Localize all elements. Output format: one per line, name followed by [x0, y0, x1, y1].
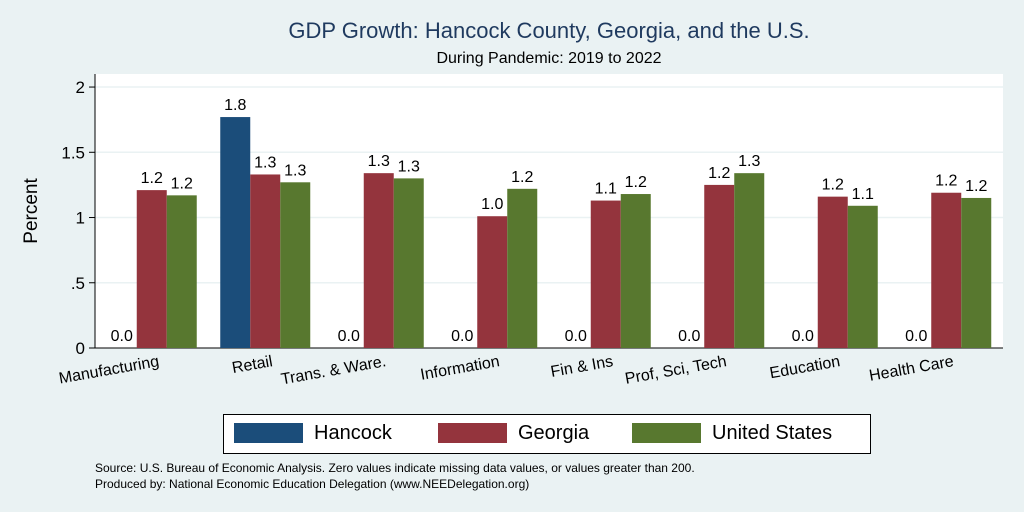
x-tick-label: Prof, Sci, Tech: [624, 353, 728, 388]
y-tick-label: 1: [76, 209, 85, 228]
chart-subtitle: During Pandemic: 2019 to 2022: [436, 50, 662, 67]
data-label-hancock-prof-sci-tech: 0.0: [678, 328, 700, 345]
x-tick-label: Education: [768, 353, 841, 382]
data-label-united-states-trans-ware: 1.3: [398, 158, 420, 175]
data-label-hancock-trans-ware: 0.0: [338, 328, 360, 345]
legend-swatch-georgia: [438, 423, 507, 443]
legend-label-georgia: Georgia: [518, 422, 590, 444]
data-label-hancock-manufacturing: 0.0: [111, 328, 133, 345]
data-label-georgia-health-care: 1.2: [935, 173, 957, 190]
bar-georgia-fin-ins: [590, 200, 621, 348]
data-label-georgia-fin-ins: 1.1: [595, 181, 617, 198]
chart-title: GDP Growth: Hancock County, Georgia, and…: [288, 18, 810, 43]
bar-georgia-prof-sci-tech: [704, 184, 735, 348]
data-label-georgia-retail: 1.3: [254, 154, 276, 171]
data-label-united-states-fin-ins: 1.2: [625, 174, 647, 191]
bar-georgia-health-care: [931, 192, 962, 348]
y-tick-label: 0: [76, 339, 85, 358]
y-tick-label: 2: [76, 78, 85, 97]
x-tick-label: Manufacturing: [58, 353, 161, 387]
data-label-united-states-prof-sci-tech: 1.3: [738, 153, 760, 170]
y-tick-label: 1.5: [61, 143, 85, 162]
produced-by-note: Produced by: National Economic Education…: [95, 477, 530, 491]
x-tick-label: Retail: [231, 353, 274, 377]
y-axis-label: Percent: [21, 178, 42, 244]
source-note: Source: U.S. Bureau of Economic Analysis…: [95, 461, 695, 475]
bar-georgia-trans-ware: [363, 173, 394, 348]
legend-label-hancock: Hancock: [314, 422, 392, 444]
bar-hancock-retail: [220, 117, 251, 348]
bar-united-states-education: [847, 205, 878, 348]
x-tick-label: Trans. & Ware.: [280, 353, 388, 388]
data-label-united-states-information: 1.2: [511, 169, 533, 186]
bar-georgia-manufacturing: [136, 190, 167, 348]
legend-swatch-united-states: [632, 423, 701, 443]
legend-swatch-hancock: [234, 423, 303, 443]
bar-united-states-information: [507, 188, 538, 348]
bar-georgia-retail: [250, 174, 281, 348]
data-label-hancock-education: 0.0: [792, 328, 814, 345]
data-label-hancock-information: 0.0: [451, 328, 473, 345]
data-label-georgia-information: 1.0: [481, 196, 503, 213]
x-tick-label: Information: [419, 353, 501, 384]
bar-united-states-health-care: [961, 197, 992, 348]
bar-georgia-education: [817, 196, 848, 348]
data-label-hancock-retail: 1.8: [224, 97, 246, 114]
data-label-georgia-prof-sci-tech: 1.2: [708, 165, 730, 182]
data-label-georgia-manufacturing: 1.2: [141, 170, 163, 187]
data-label-united-states-education: 1.1: [852, 186, 874, 203]
bar-georgia-information: [477, 216, 508, 348]
y-tick-label: .5: [71, 274, 85, 293]
x-tick-label: Health Care: [868, 353, 955, 385]
bar-united-states-retail: [280, 182, 311, 348]
data-label-united-states-health-care: 1.2: [965, 178, 987, 195]
data-label-georgia-trans-ware: 1.3: [368, 153, 390, 170]
data-label-georgia-education: 1.2: [822, 177, 844, 194]
bar-united-states-prof-sci-tech: [734, 173, 765, 348]
data-label-hancock-health-care: 0.0: [905, 328, 927, 345]
bar-united-states-manufacturing: [166, 195, 197, 348]
chart-legend: Hancock Georgia United States: [223, 414, 871, 454]
data-label-united-states-retail: 1.3: [284, 162, 306, 179]
x-tick-label: Fin & Ins: [549, 353, 614, 381]
data-label-hancock-fin-ins: 0.0: [565, 328, 587, 345]
legend-label-united-states: United States: [712, 422, 833, 444]
bar-united-states-fin-ins: [620, 194, 651, 348]
data-label-united-states-manufacturing: 1.2: [171, 175, 193, 192]
bar-united-states-trans-ware: [393, 178, 424, 348]
